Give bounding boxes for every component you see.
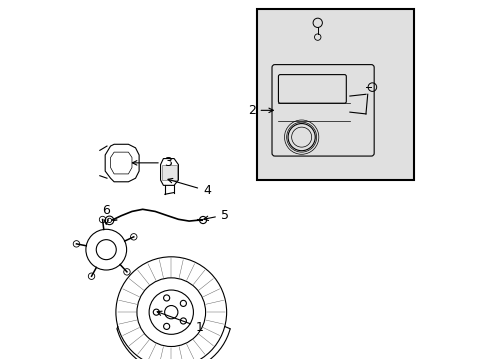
Polygon shape [162,165,176,180]
Text: 5: 5 [203,208,228,221]
Text: 6: 6 [102,204,110,224]
Text: 3: 3 [132,156,171,169]
Text: 2: 2 [247,104,273,117]
Bar [257,9,413,180]
Text: 1: 1 [157,311,203,334]
Text: 4: 4 [168,179,210,197]
